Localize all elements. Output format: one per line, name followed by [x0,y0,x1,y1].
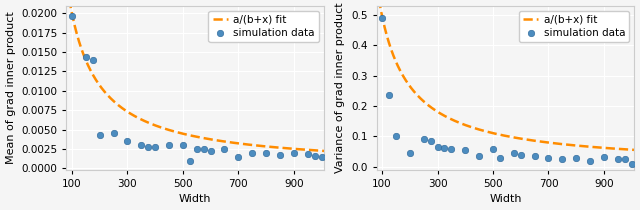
simulation data [419,138,429,141]
simulation data [509,151,519,155]
a/(b+x) fit [219,140,227,143]
simulation data [612,158,623,161]
simulation data [529,155,540,158]
simulation data [557,158,568,161]
simulation data [233,155,243,158]
simulation data [571,156,581,159]
simulation data [391,135,401,138]
simulation data [404,151,415,155]
simulation data [585,159,595,162]
simulation data [439,146,449,150]
simulation data [143,145,154,148]
simulation data [191,147,202,151]
a/(b+x) fit [568,144,576,146]
Y-axis label: Mean of grad inner product: Mean of grad inner product [6,11,15,164]
a/(b+x) fit [321,150,328,152]
simulation data [620,158,630,161]
X-axis label: Width: Width [179,194,212,205]
a/(b+x) fit [212,139,220,142]
simulation data [178,143,188,147]
simulation data [446,147,456,150]
simulation data [205,150,216,153]
Legend: a/(b+x) fit, simulation data: a/(b+x) fit, simulation data [209,11,319,42]
a/(b+x) fit [522,138,530,141]
simulation data [599,155,609,159]
simulation data [316,155,326,158]
a/(b+x) fit [78,50,86,52]
Line: a/(b+x) fit: a/(b+x) fit [376,0,634,150]
simulation data [95,133,105,137]
simulation data [495,156,505,159]
simulation data [426,139,436,143]
a/(b+x) fit [285,147,292,150]
simulation data [433,145,443,149]
simulation data [220,147,230,151]
simulation data [81,56,91,59]
simulation data [543,156,554,159]
simulation data [247,151,257,155]
simulation data [185,159,195,162]
simulation data [460,148,470,152]
simulation data [122,139,132,143]
simulation data [108,131,118,134]
simulation data [150,145,160,148]
simulation data [303,153,313,156]
simulation data [488,147,498,150]
Y-axis label: Variance of grad inner product: Variance of grad inner product [335,2,346,173]
simulation data [164,143,174,147]
a/(b+x) fit [258,145,266,147]
simulation data [516,153,526,156]
simulation data [198,147,209,151]
simulation data [627,162,637,165]
simulation data [289,151,299,155]
simulation data [88,58,98,62]
simulation data [384,94,394,97]
a/(b+x) fit [595,146,602,149]
a/(b+x) fit [388,51,396,54]
a/(b+x) fit [227,141,234,144]
simulation data [261,151,271,155]
simulation data [275,154,285,157]
Legend: a/(b+x) fit, simulation data: a/(b+x) fit, simulation data [518,11,629,42]
a/(b+x) fit [529,139,537,142]
simulation data [310,154,320,158]
X-axis label: Width: Width [489,194,522,205]
a/(b+x) fit [630,149,638,151]
a/(b+x) fit [537,140,545,143]
simulation data [67,14,77,17]
simulation data [136,143,147,147]
simulation data [474,155,484,158]
simulation data [377,16,387,19]
Line: a/(b+x) fit: a/(b+x) fit [67,0,324,151]
